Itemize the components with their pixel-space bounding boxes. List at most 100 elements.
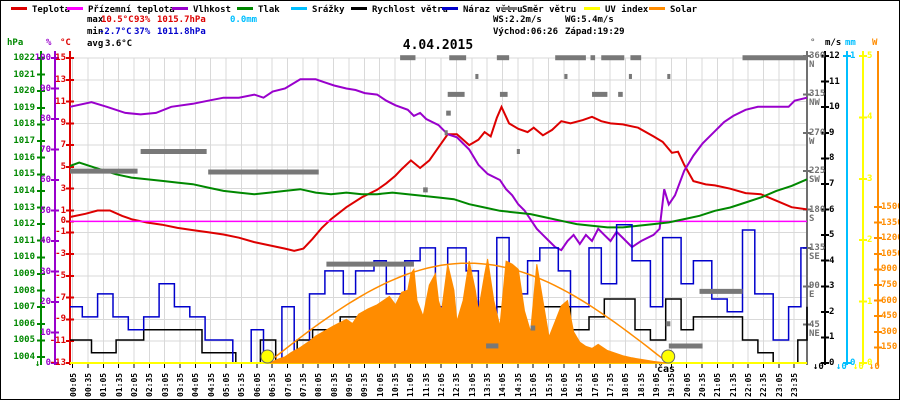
pressure-tick-label: 1018	[13, 119, 35, 130]
time-tick-label: 18:35	[636, 372, 646, 397]
legend-swatch	[291, 7, 307, 10]
solar-tick-label: 300	[881, 326, 898, 337]
wind_dir-tick-label: 315 NW	[809, 89, 826, 109]
time-tick-label: 16:35	[575, 372, 585, 397]
wind-axis-zero: ↓0	[813, 362, 824, 372]
pressure-tick-label: 1008	[13, 285, 35, 296]
pressure-tick-label: 1015	[13, 169, 35, 180]
stat-sunrise: Východ:06:26	[493, 27, 559, 37]
solar-tick-label: 150	[881, 342, 898, 353]
legend-item-tlak: Tlak	[237, 5, 280, 15]
time-tick-label: 22:35	[759, 372, 769, 397]
time-tick-label: 08:35	[329, 372, 339, 397]
time-tick-label: 17:35	[605, 372, 615, 397]
time-tick-label: 09:35	[360, 372, 370, 397]
time-tick-label: 03:35	[176, 372, 186, 397]
wind-tick-label: 4	[829, 255, 835, 266]
wind-tick-label: 7	[829, 178, 835, 189]
temp-tick-label: -13	[49, 358, 66, 368]
time-tick-label: 09:05	[344, 372, 354, 397]
pressure-tick-label: 1007	[13, 302, 35, 313]
solar-axis-unit: W	[872, 38, 878, 48]
time-tick-label: 04:35	[206, 372, 216, 397]
stat-min-humidity: 37%	[134, 27, 151, 37]
uv-tick-label: 2	[867, 235, 873, 246]
series-tlak	[69, 161, 808, 229]
stat-max-label: max	[87, 15, 104, 25]
pressure-tick-label: 1012	[13, 219, 35, 230]
humidity-axis-unit: %	[46, 38, 52, 48]
temp-tick-label: -5	[55, 270, 66, 281]
time-tick-label: 23:05	[774, 372, 784, 397]
uv-axis-zero: ↓0	[853, 362, 864, 372]
series-teplota	[69, 104, 808, 252]
temp-tick-label: 11	[55, 96, 66, 107]
temp-tick-label: 9	[60, 118, 66, 129]
time-tick-label: 11:35	[421, 372, 431, 397]
series-solar-fill	[269, 258, 669, 364]
temp-tick-label: 0	[60, 216, 66, 227]
chart-date: 4.04.2015	[402, 38, 474, 53]
legend-label: Směr větru	[522, 5, 577, 15]
uv-tick-label: 0	[867, 358, 873, 368]
solar-axis-zero: ↓0	[869, 362, 880, 372]
legend-swatch	[442, 7, 458, 10]
wind_dir-tick-label: 45 NE	[809, 319, 820, 339]
wind_dir-tick-label: 270 W	[809, 127, 826, 147]
rain-axis-zero: ↓0	[836, 362, 847, 372]
solar-tick-label: 1350	[881, 217, 899, 228]
legend-swatch	[67, 7, 83, 10]
humidity-tick-label: 100	[34, 53, 51, 63]
time-tick-label: 12:35	[452, 372, 462, 397]
stat-max-rain: 0.0mm	[230, 15, 258, 25]
pressure-tick-label: 1022	[13, 53, 35, 63]
time-tick-label: 21:35	[728, 372, 738, 397]
humidity-tick-label: 60	[40, 175, 51, 185]
time-tick-label: 15:05	[529, 372, 539, 397]
uv-tick-label: 1	[867, 296, 873, 307]
time-tick-label: 13:05	[467, 372, 477, 397]
rain-tick-label: 0	[850, 358, 856, 368]
temp-tick-label: 7	[60, 140, 66, 151]
pressure-tick-label: 1017	[13, 136, 35, 147]
time-tick-label: 05:05	[222, 372, 232, 397]
time-tick-label: 08:05	[314, 372, 324, 397]
temp-tick-label: 5	[60, 161, 66, 172]
humidity-tick-label: 50	[40, 205, 51, 216]
pressure-tick-label: 1021	[13, 69, 35, 80]
wind-tick-label: 10	[829, 102, 840, 113]
time-tick-label: 14:35	[513, 372, 523, 397]
wind-tick-label: 1	[829, 332, 835, 343]
time-tick-label: 01:35	[114, 372, 124, 397]
time-tick-label: 00:05	[68, 372, 78, 397]
legend-label: Vlhkost	[193, 5, 231, 15]
time-tick-label: 20:35	[698, 372, 708, 397]
pressure-tick-label: 1006	[13, 318, 35, 329]
wind_dir-tick-label: 90 E	[809, 281, 820, 301]
legend-label: Teplota	[32, 5, 70, 15]
pressure-tick-label: 1010	[13, 252, 35, 263]
stat-max-temp: 10.5°C	[101, 15, 134, 25]
humidity-tick-label: 30	[40, 266, 51, 277]
solar-tick-label: 1050	[881, 248, 899, 259]
legend-label: Srážky	[312, 5, 345, 15]
wind_dir-tick-label: 135 SE	[809, 242, 826, 262]
legend-item-uv-index: UV index	[584, 5, 648, 15]
legend-swatch	[172, 7, 188, 10]
pressure-tick-label: 1019	[13, 102, 35, 113]
legend-label: UV index	[605, 5, 649, 15]
temp-tick-label: -11	[49, 336, 66, 347]
time-tick-label: 02:35	[145, 372, 155, 397]
time-tick-label: 03:05	[160, 372, 170, 397]
rain-axis-unit: mm	[845, 38, 856, 48]
pressure-tick-label: 1014	[13, 185, 35, 196]
temp-tick-label: 3	[60, 183, 66, 194]
temp-tick-label: 15	[55, 53, 66, 63]
time-tick-label: 16:05	[559, 372, 569, 397]
legend-swatch	[237, 7, 253, 10]
sunrise-marker	[260, 349, 275, 364]
wind_dir-tick-label: 360 N	[809, 51, 826, 70]
legend-label: Přízemní teplota	[88, 5, 175, 15]
solar-tick-label: 600	[881, 295, 898, 306]
